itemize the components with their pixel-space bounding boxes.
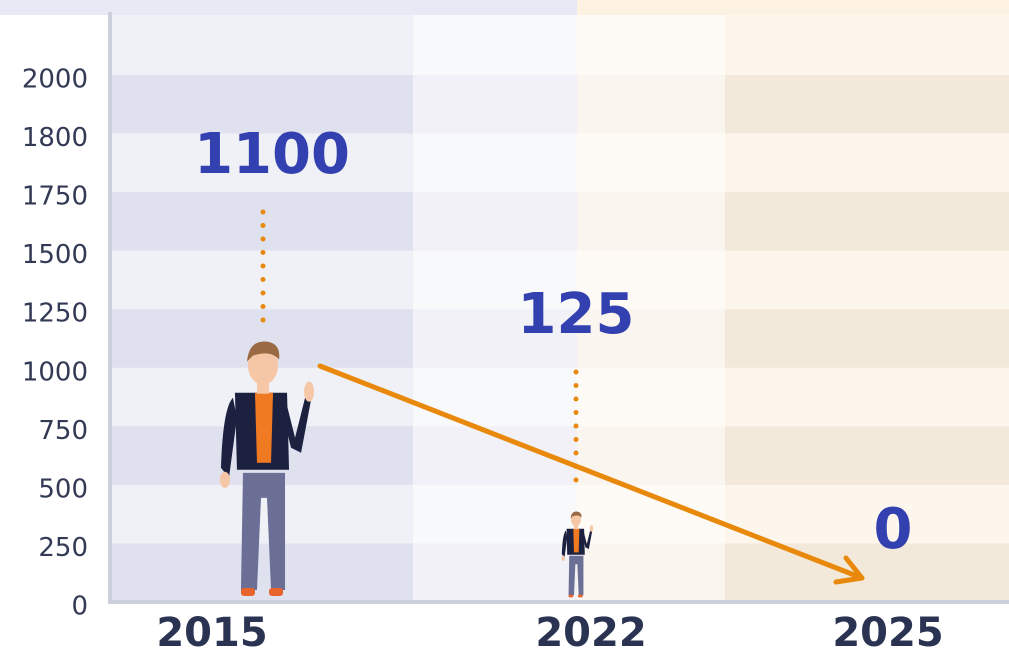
y-tick-label: 1750 [22,182,88,212]
y-tick-label: 2000 [22,64,88,94]
figure-part [578,595,583,598]
top-band [0,0,577,15]
top-band [577,0,1009,15]
y-tick-label: 500 [38,474,88,504]
value-label: 125 [518,282,635,347]
y-tick-label: 750 [38,416,88,446]
value-label: 1100 [194,122,350,187]
figure-part [573,529,579,553]
y-tick-label: 1500 [22,240,88,270]
x-tick-label: 2025 [832,610,943,655]
y-tick-label: 250 [38,533,88,563]
x-tick-label: 2022 [535,610,646,655]
figure-part [561,555,564,560]
y-tick-label: 0 [71,592,88,622]
figure-part [569,595,574,598]
y-tick-label: 1250 [22,299,88,329]
figure-part [255,393,273,463]
chart: 0250500750100012501500175018002000201511… [0,0,1009,655]
y-tick-label: 1000 [22,357,88,387]
y-tick-label: 1800 [22,123,88,153]
figure-part [269,588,283,596]
value-label: 0 [874,497,913,562]
figure-part [241,588,255,596]
x-tick-label: 2015 [156,610,267,655]
figure-part [304,382,314,402]
figure-part [220,472,230,488]
figure-part [590,525,593,532]
